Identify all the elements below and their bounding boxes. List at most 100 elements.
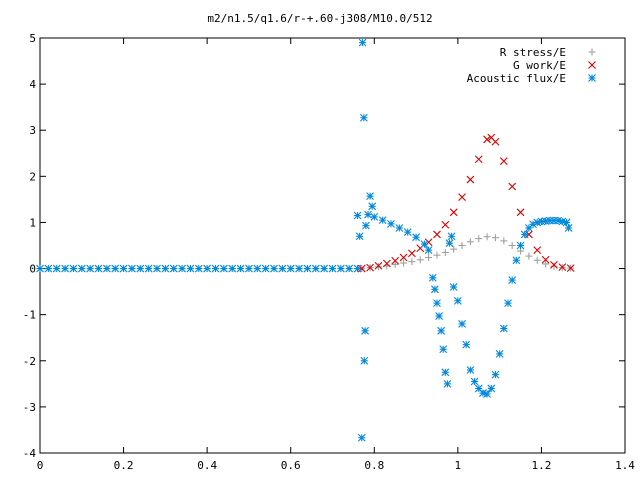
data-point (412, 233, 420, 242)
legend-marker (588, 48, 596, 56)
data-point (236, 264, 245, 273)
data-point (77, 264, 86, 273)
data-point (483, 135, 491, 144)
data-point (458, 193, 466, 201)
data-point (439, 345, 448, 354)
legend-marker (588, 74, 596, 82)
data-point (425, 253, 433, 261)
data-point (270, 264, 278, 273)
data-point (52, 264, 61, 273)
data-point (441, 248, 449, 256)
data-point (500, 237, 508, 245)
data-point (153, 264, 161, 273)
data-point (355, 232, 364, 241)
x-tick-label: 1.2 (531, 459, 551, 472)
data-point (353, 264, 362, 273)
data-point (61, 264, 69, 273)
data-point (516, 241, 525, 250)
data-point (433, 230, 441, 239)
data-point (360, 356, 369, 365)
legend-label: Acoustic flux/E (467, 72, 566, 85)
x-tick-label: 0.8 (364, 459, 384, 472)
x-tick-label: 0.2 (114, 459, 134, 472)
y-tick-label: 2 (29, 170, 36, 183)
data-point (169, 264, 178, 273)
data-point (533, 246, 542, 255)
data-point (228, 264, 237, 273)
data-point (437, 326, 446, 335)
data-point (499, 157, 508, 166)
data-point (435, 312, 443, 320)
data-point (320, 264, 329, 273)
data-point (550, 260, 558, 269)
data-point (474, 155, 483, 164)
data-point (420, 240, 429, 249)
data-point (311, 264, 320, 273)
data-point (366, 192, 374, 201)
data-point (391, 256, 400, 265)
data-point (353, 211, 362, 220)
data-point (491, 137, 500, 146)
x-tick-label: 1 (455, 459, 462, 472)
data-point (433, 299, 441, 308)
data-point (445, 239, 454, 248)
data-point (453, 296, 462, 305)
x-tick-label: 1.4 (615, 459, 635, 472)
chart-title: m2/n1.5/q1.6/r-+.60-j308/M10.0/512 (207, 12, 432, 25)
y-tick-label: 4 (29, 78, 36, 91)
data-point (357, 433, 366, 442)
data-point (362, 221, 370, 230)
data-point (382, 259, 391, 268)
data-point (408, 249, 416, 258)
data-point (261, 264, 270, 273)
data-point (366, 263, 374, 272)
data-point (495, 349, 504, 358)
data-point (119, 264, 128, 273)
data-point (403, 228, 412, 237)
data-marks (36, 38, 575, 442)
data-point (508, 276, 517, 284)
data-point (466, 238, 474, 246)
data-point (400, 259, 408, 267)
data-point (211, 264, 220, 273)
data-point (428, 273, 437, 282)
data-point (462, 340, 471, 349)
data-point (430, 285, 439, 294)
data-point (161, 264, 170, 273)
data-point (364, 210, 372, 219)
y-tick-label: -1 (23, 309, 36, 322)
series-acoustic-flux-e (36, 38, 573, 442)
data-point (128, 264, 136, 273)
data-point (253, 264, 262, 273)
data-point (370, 213, 379, 221)
data-point (69, 264, 78, 273)
series-r-stress-e (358, 233, 575, 273)
data-point (303, 264, 312, 273)
data-point (508, 242, 516, 249)
data-point (487, 384, 496, 393)
data-point (387, 219, 395, 228)
data-point (566, 264, 575, 272)
data-point (564, 224, 573, 232)
data-point (449, 283, 458, 291)
legend-label: G work/E (513, 59, 566, 72)
data-point (361, 326, 369, 335)
data-point (295, 264, 303, 273)
data-point (541, 255, 550, 264)
legend-marker (588, 61, 596, 69)
y-tick-label: -2 (23, 355, 36, 368)
data-point (286, 264, 295, 273)
data-point (550, 262, 558, 270)
data-point (449, 208, 458, 217)
data-point (499, 324, 508, 333)
series-g-work-e (357, 133, 575, 273)
data-point (558, 263, 567, 272)
data-point (433, 251, 441, 259)
data-point (245, 264, 253, 273)
data-point (194, 264, 203, 273)
data-point (358, 38, 367, 47)
data-point (395, 224, 404, 232)
data-point (424, 246, 433, 255)
data-point (345, 264, 354, 273)
